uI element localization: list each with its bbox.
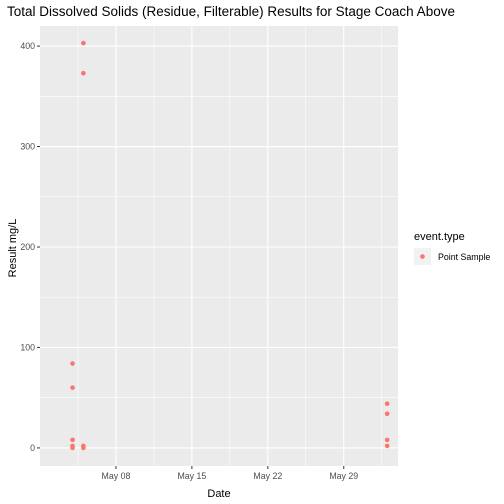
data-point [384, 443, 390, 449]
y-tick-label: 100 [20, 342, 35, 352]
y-tick-label: 400 [20, 41, 35, 51]
legend-key-point [420, 254, 425, 259]
legend-title: event.type [414, 231, 465, 243]
legend-label: Point Sample [438, 252, 490, 262]
x-tick-label: May 22 [253, 471, 282, 481]
data-point [70, 385, 75, 390]
y-tick-label: 300 [20, 142, 35, 152]
panel-background [40, 26, 398, 466]
y-tick-label: 200 [20, 242, 35, 252]
data-point [70, 445, 75, 451]
x-tick-label: May 08 [102, 471, 131, 481]
data-point [384, 411, 390, 417]
x-axis: May 08 May 15 May 22 May 29 [102, 466, 358, 481]
data-point [70, 361, 75, 366]
legend: event.type Point Sample [414, 231, 490, 265]
x-axis-title: Date [207, 488, 230, 500]
y-axis: 0 100 200 300 400 [20, 41, 40, 453]
chart-title: Total Dissolved Solids (Residue, Filtera… [7, 4, 455, 19]
data-point [384, 401, 390, 407]
data-point [384, 437, 390, 443]
data-point [81, 40, 86, 46]
plot-panel [40, 26, 398, 466]
data-points [70, 40, 390, 451]
data-point [81, 70, 86, 76]
y-tick-label: 0 [30, 443, 35, 453]
data-point [70, 437, 75, 443]
y-axis-title: Result mg/L [7, 219, 19, 278]
data-point [81, 445, 86, 451]
x-tick-label: May 29 [329, 471, 358, 481]
x-tick-label: May 15 [177, 471, 206, 481]
